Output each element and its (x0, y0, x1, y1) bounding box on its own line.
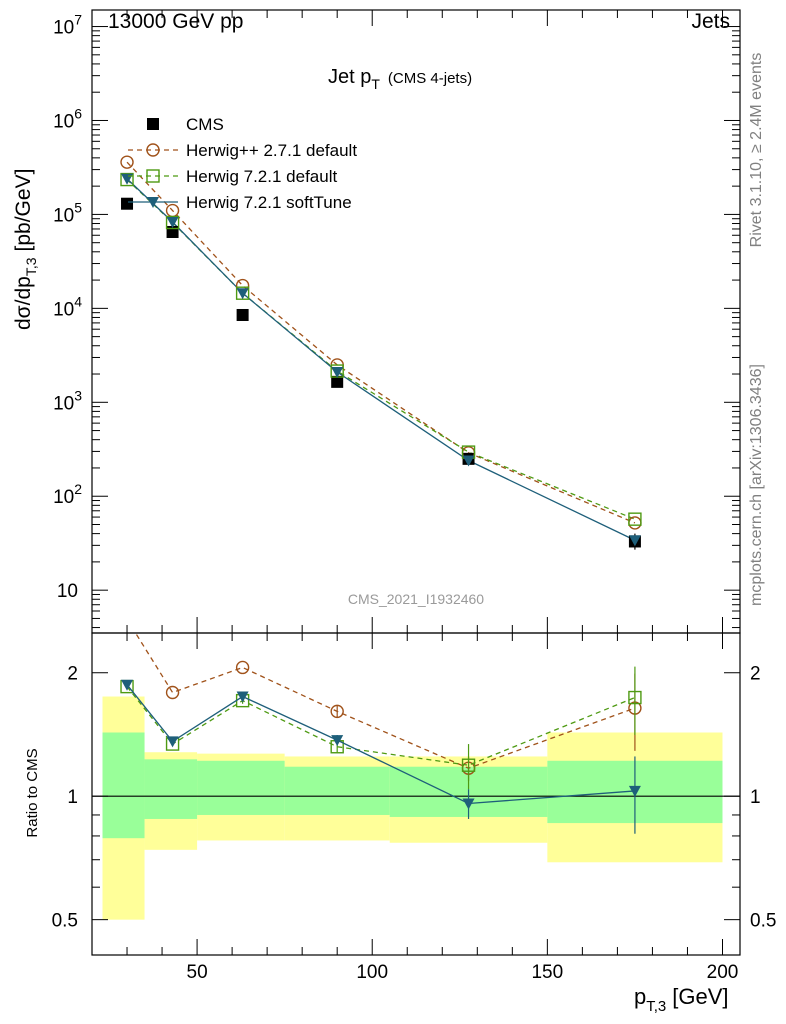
main-point (165, 203, 180, 218)
ratio-y-tick-label: 1 (67, 787, 78, 808)
band-inner (144, 759, 198, 819)
main-y-tick-label: 102 (53, 481, 82, 508)
ratio-panel: 0.5 0.5 1 1 2 2 50 100 150 200 (52, 613, 776, 983)
ratio-series-line (126, 684, 635, 805)
main-point (462, 455, 475, 467)
ratio-y-tick-label-right: 2 (750, 664, 761, 685)
main-point (165, 215, 180, 230)
main-point (628, 512, 642, 526)
legend-marker (147, 197, 159, 208)
analysis-id-label: CMS_2021_I1932460 (348, 591, 484, 607)
ratio-y-tick-label-right: 1 (750, 787, 761, 808)
band-inner (284, 766, 390, 815)
main-y-tick-label: 103 (53, 387, 82, 414)
legend-label: Herwig++ 2.7.1 default (186, 141, 357, 160)
ratio-point (121, 679, 134, 691)
x-tick-label: 200 (707, 962, 739, 983)
main-panel: 10 102 103 104 105 106 107 (53, 9, 741, 634)
main-series-line (126, 178, 636, 541)
main-y-tick-label: 10 (57, 581, 78, 602)
main-point (331, 375, 344, 388)
main-series-line (126, 161, 636, 524)
main-y-tick-label: 104 (53, 293, 82, 320)
rivet-label: Rivet 3.1.10, ≥ 2.4M events (748, 53, 765, 248)
x-tick-label: 150 (531, 962, 563, 983)
ratio-point (121, 613, 133, 625)
energy-label: 13000 GeV pp (108, 10, 243, 33)
legend-label: Herwig 7.2.1 default (186, 167, 337, 186)
ratio-point (628, 690, 642, 705)
main-point (120, 155, 134, 169)
main-frame (91, 9, 741, 634)
main-point (121, 197, 134, 210)
ratio-y-tick-label-right: 0.5 (750, 911, 776, 932)
band-inner (102, 732, 145, 839)
legend-marker (147, 118, 159, 130)
process-label: Jets (691, 10, 730, 33)
mcplots-label: mcplots.cern.ch [arXiv:1306.3436] (748, 364, 765, 606)
ratio-series-group (120, 613, 642, 834)
ratio-y-axis-label: Ratio to CMS (24, 748, 41, 837)
ratio-series-line (126, 686, 636, 766)
legend-marker (146, 143, 160, 157)
ratio-point (331, 735, 344, 747)
main-y-tick-label: 106 (53, 105, 82, 132)
legend-label: CMS (186, 115, 224, 134)
ratio-y-tick-label: 0.5 (52, 911, 78, 932)
main-point (628, 535, 641, 547)
ratio-frame (91, 632, 741, 956)
ratio-point (628, 785, 641, 797)
main-y-axis-label: dσ/dpT,3[pb/GeV] (12, 169, 39, 330)
main-point (236, 308, 249, 321)
main-y-tick-label: 107 (53, 12, 82, 39)
main-series-line (126, 179, 636, 520)
ratio-point (165, 685, 180, 700)
ratio-point (330, 704, 344, 719)
x-axis-label: pT,3 [GeV] (634, 984, 729, 1015)
main-y-tick-label: 105 (53, 199, 82, 226)
x-tick-label: 100 (356, 962, 388, 983)
legend-label: Herwig 7.2.1 softTune (186, 193, 352, 212)
main-point (236, 288, 249, 300)
band-inner (197, 760, 285, 815)
ratio-y-tick-label: 2 (67, 664, 78, 685)
ratio-point (236, 691, 249, 703)
legend: CMS Herwig++ 2.7.1 default Herwig 7.2.1 de… (128, 115, 357, 212)
main-title: Jet pT (CMS 4-jets) (328, 66, 472, 92)
x-tick-label: 50 (187, 962, 208, 983)
ratio-point (166, 736, 179, 748)
main-point (628, 516, 642, 530)
main-point (166, 217, 179, 229)
main-point (120, 172, 134, 187)
ratio-point (235, 660, 250, 675)
ratio-point (462, 798, 475, 810)
main-point (331, 367, 344, 379)
legend-marker (146, 169, 160, 183)
ratio-point (461, 758, 476, 772)
